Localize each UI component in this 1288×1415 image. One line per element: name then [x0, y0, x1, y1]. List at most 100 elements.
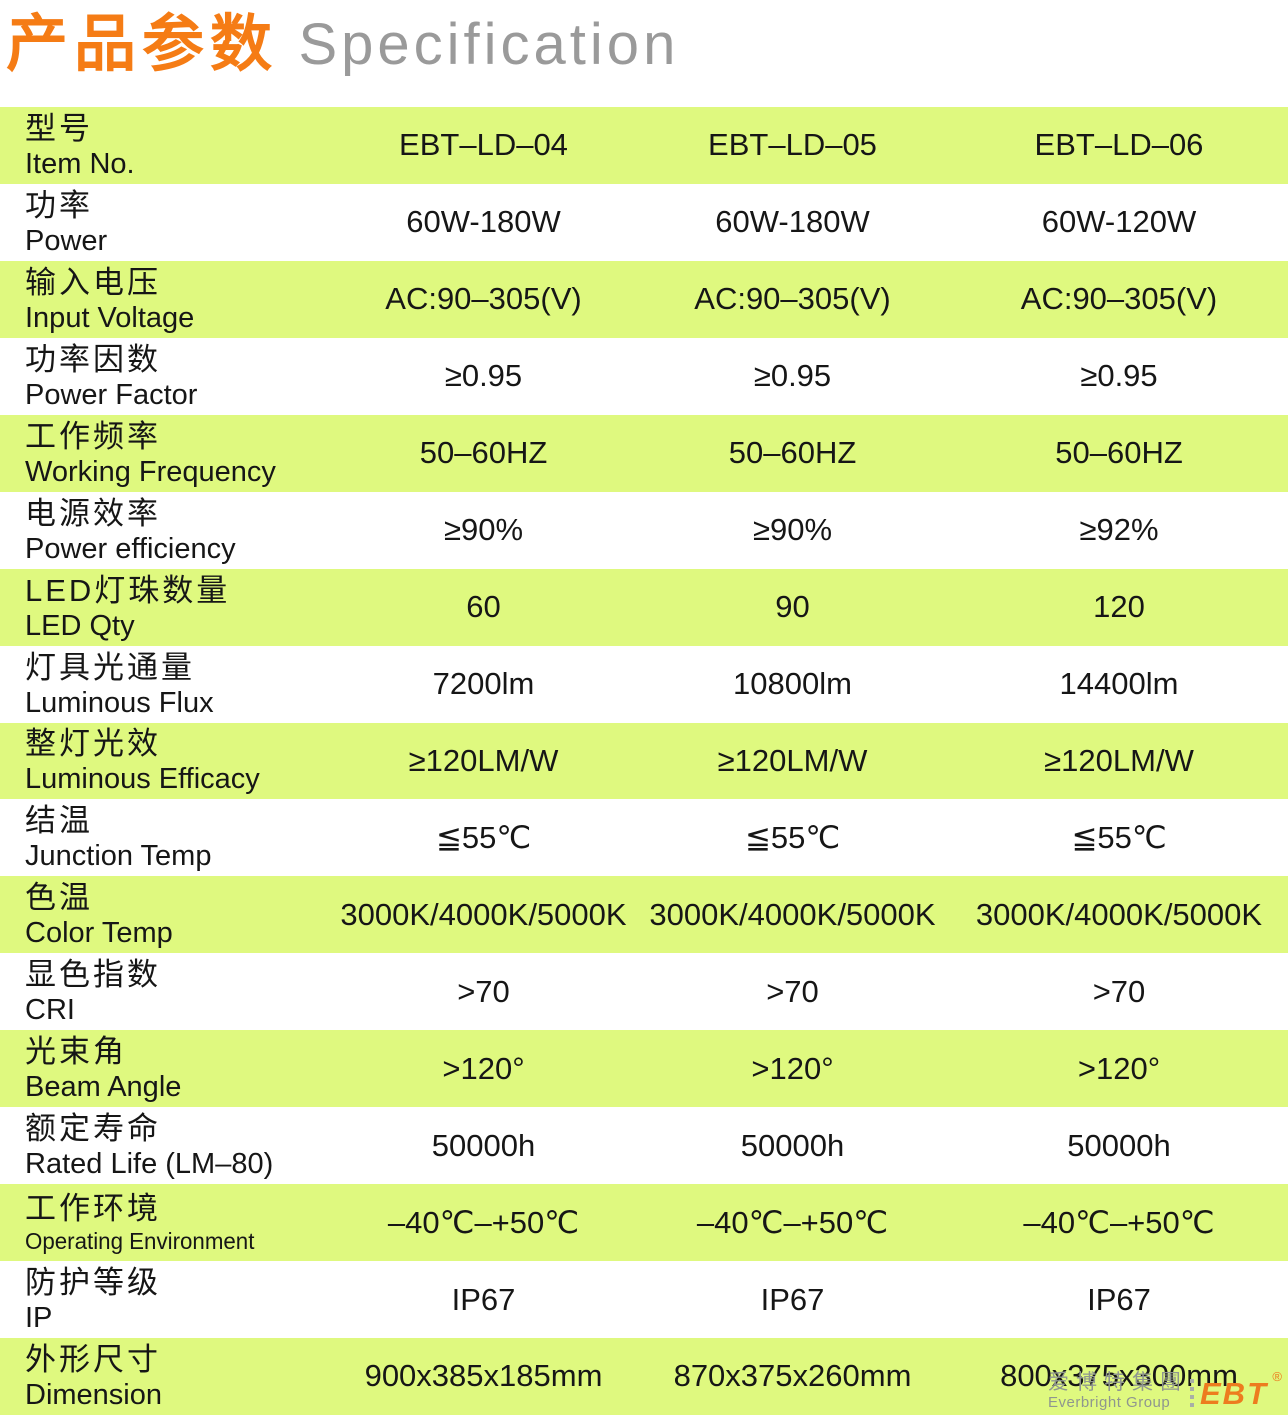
row-value-col2: >70: [766, 973, 819, 1009]
row-value-col1: 50000h: [431, 1127, 536, 1163]
row-value-col2: ≦55℃: [744, 819, 841, 855]
table-row: 灯具光通量 Luminous Flux 7200lm 10800lm 14400lm: [0, 645, 1288, 723]
row-label: 电源效率 Power efficiency: [0, 495, 332, 566]
row-label-chinese: 显色指数: [25, 957, 161, 993]
row-label-english: Beam Angle: [25, 1071, 182, 1104]
row-label-chinese: 结温: [25, 803, 93, 839]
row-label-english: Luminous Efficacy: [25, 763, 260, 796]
row-label-english: Junction Temp: [25, 840, 212, 873]
row-value-col3: 3000K/4000K/5000K: [975, 896, 1263, 932]
table-row: 电源效率 Power efficiency ≥90% ≥90% ≥92%: [0, 491, 1288, 569]
row-value-col1: ≦55℃: [435, 819, 532, 855]
row-value-col1: ≥120LM/W: [408, 742, 559, 778]
row-value-col3: –40℃–+50℃: [1023, 1204, 1215, 1240]
row-value-col1: 7200lm: [432, 666, 535, 702]
row-label-english: Operating Environment: [25, 1228, 255, 1255]
row-label-english: Power efficiency: [25, 532, 236, 565]
row-label-chinese: LED灯珠数量: [25, 572, 231, 608]
row-value-col1: AC:90–305(V): [385, 281, 582, 317]
row-value-col1: –40℃–+50℃: [387, 1204, 580, 1240]
row-value-col3: >70: [1092, 973, 1146, 1009]
row-label: 功率因数 Power Factor: [0, 341, 332, 412]
row-label-chinese: 工作环境: [25, 1191, 161, 1227]
row-label-chinese: 型号: [25, 110, 93, 146]
row-label: 整灯光效 Luminous Efficacy: [0, 725, 332, 796]
row-label: 显色指数 CRI: [0, 956, 332, 1027]
row-label-english: CRI: [25, 994, 75, 1027]
row-value-col3: >120°: [1077, 1050, 1161, 1086]
table-row: 工作频率 Working Frequency 50–60HZ 50–60HZ 50–60…: [0, 414, 1288, 492]
row-label-chinese: 工作频率: [25, 418, 161, 454]
row-value-col1: 60W-180W: [406, 204, 561, 240]
table-row: 额定寿命 Rated Life (LM–80) 50000h 50000h 50000h: [0, 1107, 1288, 1185]
row-label: 光束角 Beam Angle: [0, 1033, 332, 1104]
row-label: 额定寿命 Rated Life (LM–80): [0, 1110, 332, 1181]
table-row: 显色指数 CRI >70 >70 >70: [0, 953, 1288, 1031]
page-title-english: Specification: [298, 12, 680, 77]
row-label-chinese: 灯具光通量: [25, 649, 195, 685]
row-label-chinese: 防护等级: [25, 1265, 161, 1301]
logo-group-text: 爱博特集團 Everbright Group: [1048, 1371, 1188, 1411]
row-label: 输入电压 Input Voltage: [0, 264, 332, 335]
row-value-col2: 870x375x260mm: [673, 1358, 912, 1394]
row-label-chinese: 整灯光效: [25, 726, 161, 762]
row-value-col2: IP67: [760, 1281, 825, 1317]
row-label-chinese: 额定寿命: [25, 1111, 161, 1147]
row-label-chinese: 色温: [25, 880, 93, 916]
table-row: 防护等级 IP IP67 IP67 IP67: [0, 1261, 1288, 1338]
row-value-col1: 900x385x185mm: [364, 1358, 603, 1394]
table-row: 输入电压 Input Voltage AC:90–305(V) AC:90–305(V…: [0, 260, 1288, 338]
row-label-chinese: 外形尺寸: [25, 1341, 161, 1377]
row-value-col3: ≦55℃: [1071, 819, 1167, 855]
company-logo: 爱博特集團 Everbright Group EBT ®: [1048, 1369, 1282, 1411]
row-value-col2: 10800lm: [733, 666, 852, 702]
row-value-col2: 90: [775, 589, 810, 625]
row-value-col3: 50–60HZ: [1055, 435, 1183, 471]
row-label-english: Rated Life (LM–80): [25, 1148, 274, 1181]
row-value-col2: ≥90%: [752, 512, 833, 548]
row-value-col3: 50000h: [1067, 1127, 1171, 1163]
row-value-col3: EBT–LD–06: [1034, 127, 1204, 163]
row-label-english: Power Factor: [25, 378, 198, 411]
row-label-english: Color Temp: [25, 917, 173, 950]
row-value-col2: EBT–LD–05: [708, 127, 877, 163]
logo-brand-ebt: EBT: [1200, 1376, 1268, 1411]
row-label: 工作环境 Operating Environment: [0, 1190, 332, 1255]
row-value-col1: ≥0.95: [444, 358, 523, 394]
logo-brand-wrap: EBT ®: [1200, 1369, 1282, 1411]
row-label-english: Item No.: [25, 147, 135, 180]
row-label-english: Input Voltage: [25, 301, 195, 334]
table-row: 色温 Color Temp 3000K/4000K/5000K 3000K/4000K…: [0, 876, 1288, 954]
row-value-col3: ≥92%: [1079, 512, 1159, 548]
table-row: 光束角 Beam Angle >120° >120° >120°: [0, 1030, 1288, 1108]
row-value-col3: ≥120LM/W: [1044, 742, 1194, 778]
row-value-col3: 800x375x300mm: [1000, 1358, 1238, 1394]
row-label: 结温 Junction Temp: [0, 802, 332, 873]
row-value-col1: 3000K/4000K/5000K: [340, 896, 627, 932]
row-label-chinese: 功率因数: [25, 341, 161, 377]
row-label-chinese: 功率: [25, 187, 93, 223]
row-label-english: Luminous Flux: [25, 686, 214, 719]
page-header: 产品参数 Specification: [0, 0, 1288, 107]
specification-table: 型号 Item No. EBT–LD–04 EBT–LD–05 EBT–LD–06 功率 P…: [0, 107, 1288, 1415]
row-value-col3: 60W-120W: [1041, 204, 1197, 240]
row-value-col1: >70: [457, 973, 510, 1009]
registered-trademark-icon: ®: [1272, 1369, 1282, 1384]
row-label: 色温 Color Temp: [0, 879, 332, 950]
row-value-col3: 120: [1093, 589, 1145, 625]
page-title-chinese: 产品参数: [6, 10, 279, 79]
row-label-english: Power: [25, 224, 108, 257]
logo-group-name-chinese: 爱博特集團: [1048, 1371, 1188, 1394]
row-label-chinese: 电源效率: [25, 495, 161, 531]
table-row: LED灯珠数量 LED Qty 60 90 120: [0, 568, 1288, 646]
row-value-col2: 60W-180W: [715, 204, 870, 240]
row-label-english: Dimension: [25, 1378, 162, 1411]
row-value-col1: 50–60HZ: [419, 435, 548, 471]
table-row: 型号 Item No. EBT–LD–04 EBT–LD–05 EBT–LD–06: [0, 107, 1288, 184]
row-value-col2: 3000K/4000K/5000K: [649, 896, 936, 932]
table-row: 功率 Power 60W-180W 60W-180W 60W-120W: [0, 183, 1288, 261]
row-value-col1: >120°: [442, 1050, 525, 1086]
table-row: 整灯光效 Luminous Efficacy ≥120LM/W ≥120LM/W ≥12…: [0, 722, 1288, 800]
row-value-col1: ≥90%: [443, 512, 524, 548]
